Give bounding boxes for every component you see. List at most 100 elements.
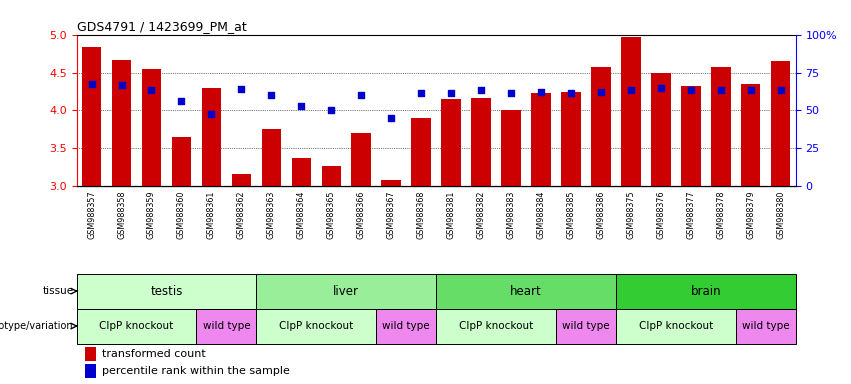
Text: GSM988359: GSM988359: [147, 191, 156, 239]
Bar: [771, 61, 791, 186]
Bar: [531, 93, 551, 186]
Bar: [85, 347, 96, 361]
Text: GSM988365: GSM988365: [327, 191, 336, 239]
Text: GSM988358: GSM988358: [117, 191, 126, 239]
Bar: [77, 309, 197, 344]
Bar: [561, 91, 580, 186]
Text: GSM988361: GSM988361: [207, 191, 216, 239]
Bar: [501, 111, 521, 186]
Bar: [556, 309, 616, 344]
Point: [505, 90, 518, 96]
Point: [115, 82, 129, 88]
Text: GSM988377: GSM988377: [686, 191, 695, 239]
Text: GSM988357: GSM988357: [87, 191, 96, 239]
Text: GSM988382: GSM988382: [477, 191, 486, 239]
Bar: [711, 67, 730, 186]
Text: GSM988375: GSM988375: [626, 191, 636, 239]
Text: GSM988366: GSM988366: [357, 191, 366, 239]
Point: [624, 87, 637, 93]
Point: [534, 88, 548, 94]
Bar: [736, 309, 796, 344]
Bar: [681, 86, 700, 186]
Point: [714, 87, 728, 93]
Text: GSM988360: GSM988360: [177, 191, 186, 239]
Text: GSM988381: GSM988381: [447, 191, 455, 239]
Bar: [111, 60, 131, 186]
Text: GDS4791 / 1423699_PM_at: GDS4791 / 1423699_PM_at: [77, 20, 246, 33]
Bar: [442, 99, 461, 186]
Bar: [621, 37, 641, 186]
Text: ClpP knockout: ClpP knockout: [279, 321, 353, 331]
Text: GSM988367: GSM988367: [386, 191, 396, 239]
Text: GSM988386: GSM988386: [597, 191, 605, 239]
Text: ClpP knockout: ClpP knockout: [100, 321, 174, 331]
Bar: [322, 166, 341, 186]
Text: ClpP knockout: ClpP knockout: [459, 321, 534, 331]
Text: testis: testis: [151, 285, 183, 298]
Bar: [231, 174, 251, 186]
Point: [324, 108, 338, 114]
Point: [654, 84, 668, 91]
Point: [564, 90, 578, 96]
Bar: [616, 309, 736, 344]
Text: tissue: tissue: [43, 286, 73, 296]
Bar: [172, 137, 191, 186]
Bar: [436, 309, 556, 344]
Point: [294, 103, 308, 109]
Point: [474, 87, 488, 93]
Point: [204, 111, 218, 117]
Bar: [142, 69, 161, 186]
Text: wild type: wild type: [563, 321, 610, 331]
Point: [85, 81, 99, 87]
Text: liver: liver: [334, 285, 359, 298]
Bar: [741, 84, 761, 186]
Text: GSM988362: GSM988362: [237, 191, 246, 239]
Bar: [82, 47, 101, 186]
Bar: [616, 274, 796, 309]
Bar: [197, 309, 256, 344]
Point: [444, 90, 458, 96]
Text: GSM988368: GSM988368: [417, 191, 426, 239]
Text: GSM988383: GSM988383: [506, 191, 516, 239]
Point: [145, 87, 158, 93]
Bar: [256, 274, 436, 309]
Bar: [292, 157, 311, 186]
Text: wild type: wild type: [203, 321, 250, 331]
Text: GSM988376: GSM988376: [656, 191, 665, 239]
Point: [774, 87, 787, 93]
Bar: [202, 88, 221, 186]
Text: percentile rank within the sample: percentile rank within the sample: [102, 366, 289, 376]
Point: [684, 87, 698, 93]
Text: ClpP knockout: ClpP knockout: [639, 321, 713, 331]
Bar: [471, 98, 491, 186]
Point: [235, 86, 248, 92]
Bar: [381, 180, 401, 186]
Text: GSM988380: GSM988380: [776, 191, 785, 239]
Bar: [85, 364, 96, 378]
Text: heart: heart: [510, 285, 542, 298]
Text: GSM988384: GSM988384: [536, 191, 545, 239]
Bar: [436, 274, 616, 309]
Bar: [591, 67, 611, 186]
Bar: [77, 274, 256, 309]
Text: GSM988363: GSM988363: [267, 191, 276, 239]
Text: brain: brain: [690, 285, 721, 298]
Text: genotype/variation: genotype/variation: [0, 321, 73, 331]
Text: GSM988385: GSM988385: [567, 191, 575, 239]
Point: [265, 92, 278, 98]
Point: [174, 98, 188, 104]
Point: [594, 88, 608, 94]
Bar: [261, 129, 281, 186]
Text: wild type: wild type: [742, 321, 790, 331]
Point: [414, 90, 428, 96]
Point: [354, 92, 368, 98]
Point: [385, 115, 398, 121]
Bar: [651, 73, 671, 186]
Bar: [256, 309, 376, 344]
Bar: [351, 133, 371, 186]
Text: transformed count: transformed count: [102, 349, 205, 359]
Text: GSM988378: GSM988378: [717, 191, 725, 239]
Text: GSM988364: GSM988364: [297, 191, 306, 239]
Bar: [376, 309, 436, 344]
Point: [744, 87, 757, 93]
